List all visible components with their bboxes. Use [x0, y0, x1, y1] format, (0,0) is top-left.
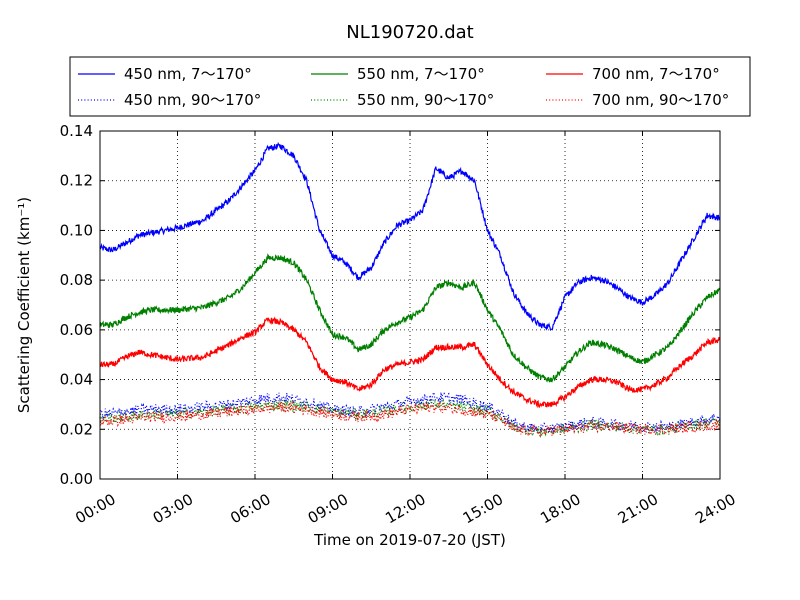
- x-tick-label: 21:00: [615, 490, 661, 527]
- series-line-2: [99, 253, 721, 383]
- y-tick-label: 0.06: [60, 321, 93, 339]
- x-axis-label: Time on 2019-07-20 (JST): [313, 531, 506, 549]
- legend-label-3: 700 nm, 7～170°: [592, 65, 720, 83]
- legend: 450 nm, 7～170° 450 nm, 90～170° 550 nm, 7～1…: [69, 56, 751, 117]
- legend-label-6: 700 nm, 90～170°: [592, 91, 729, 109]
- y-tick-label: 0.04: [60, 371, 93, 389]
- y-tick-label: 0.14: [60, 122, 93, 140]
- legend-label-5: 550 nm, 90～170°: [357, 91, 494, 109]
- series-line-3: [99, 316, 721, 409]
- series-layer: [99, 141, 721, 439]
- legend-label-2: 550 nm, 7～170°: [357, 65, 485, 83]
- y-tick-label: 0.10: [60, 221, 93, 239]
- x-tick-label: 06:00: [227, 490, 273, 527]
- legend-label-1: 450 nm, 7～170°: [124, 65, 252, 83]
- x-tick-label: 09:00: [305, 490, 351, 527]
- x-tick-label: 03:00: [150, 490, 196, 527]
- y-axis-label: Scattering Coefficient (km⁻¹): [15, 197, 33, 413]
- x-tick-label: 12:00: [382, 490, 428, 527]
- series-line-1: [99, 141, 721, 331]
- series-line-5: [99, 397, 721, 439]
- x-tick-label: 15:00: [460, 490, 506, 527]
- series-line-6: [99, 400, 721, 438]
- y-tick-label: 0.08: [60, 271, 93, 289]
- y-tick-label: 0.12: [60, 172, 93, 190]
- x-tick-label: 24:00: [692, 490, 738, 527]
- x-tick-label: 18:00: [537, 490, 583, 527]
- legend-label-4: 450 nm, 90～170°: [124, 91, 261, 109]
- grid-lines: [100, 131, 720, 479]
- legend-box: [69, 56, 751, 117]
- x-tick-label: 00:00: [72, 490, 118, 527]
- chart-title: NL190720.dat: [346, 22, 473, 43]
- y-tick-label: 0.00: [60, 470, 93, 488]
- axes: 00:00 03:00 06:00 09:00 12:00 15:00 18:00 21:00…: [60, 122, 739, 527]
- y-tick-label: 0.02: [60, 420, 93, 438]
